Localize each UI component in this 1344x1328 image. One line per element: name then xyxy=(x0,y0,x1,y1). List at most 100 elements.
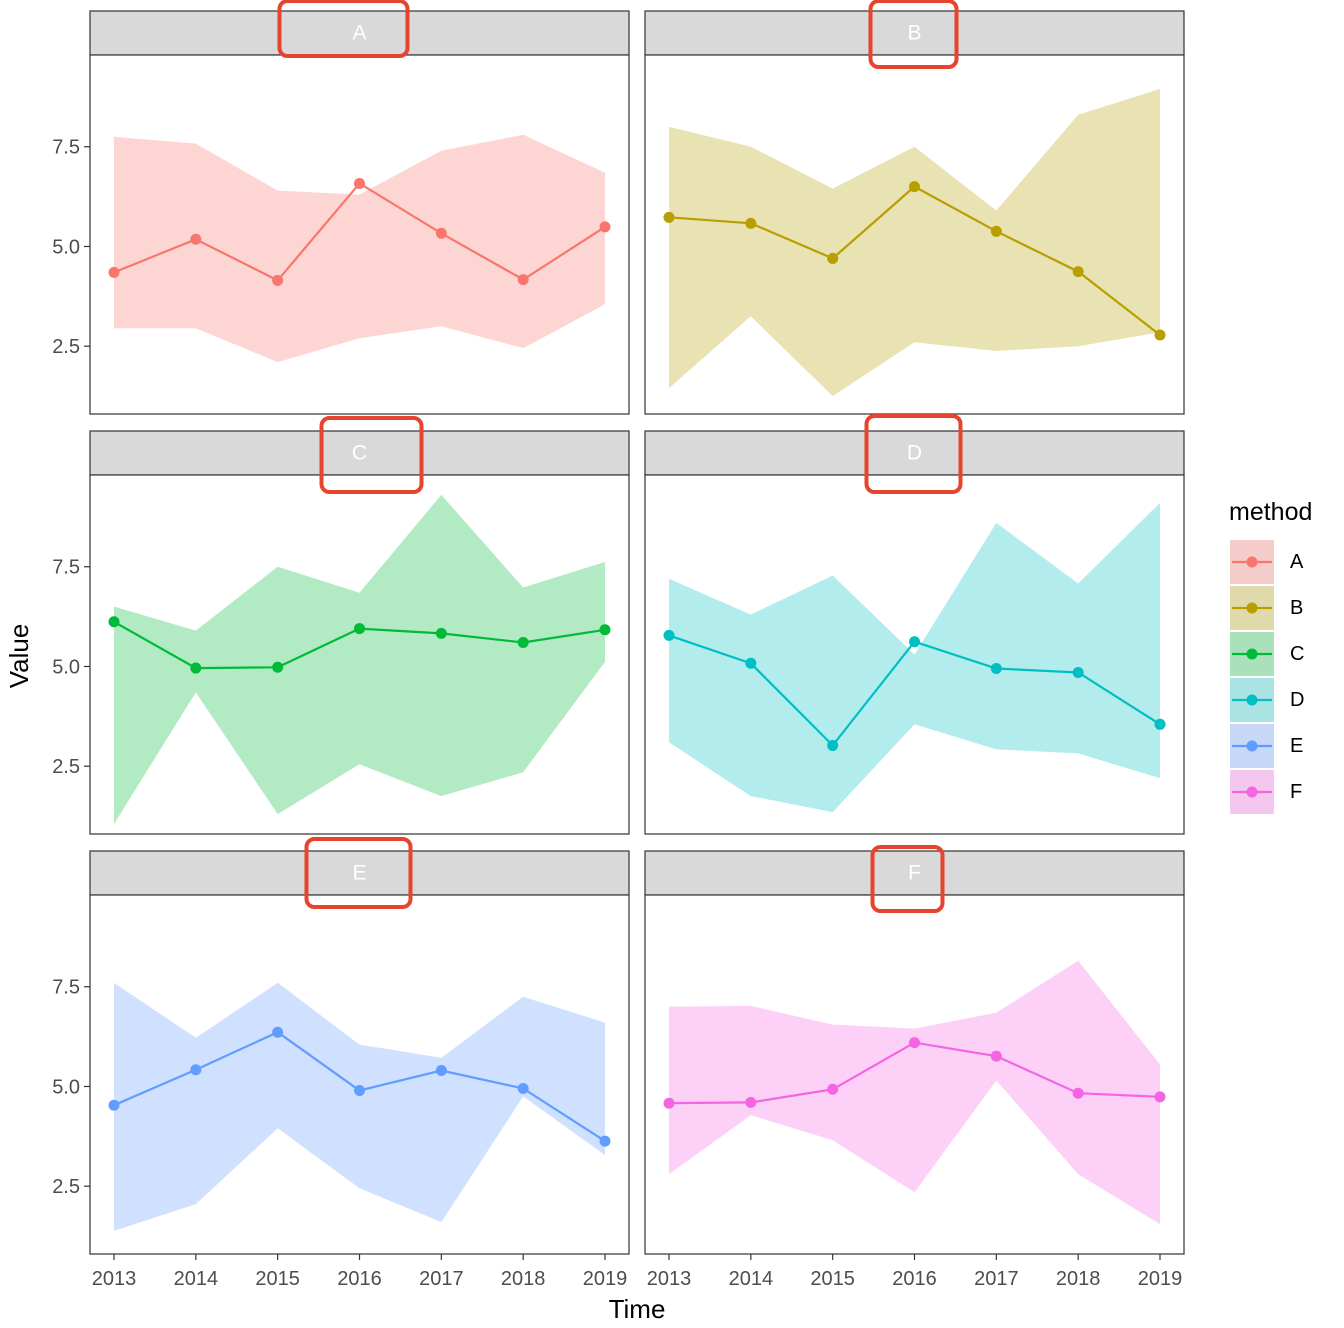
x-tick-label-f-2017: 2017 xyxy=(974,1268,1019,1290)
x-tick-label-e-2018: 2018 xyxy=(501,1268,546,1290)
data-point-e-2018 xyxy=(517,1082,529,1094)
data-point-d-2019 xyxy=(1154,718,1166,730)
data-point-c-2016 xyxy=(354,623,365,635)
data-point-f-2018 xyxy=(1072,1087,1084,1099)
data-point-a-2019 xyxy=(599,221,611,233)
legend-item-f: F xyxy=(1230,770,1302,814)
data-point-e-2013 xyxy=(108,1099,120,1111)
y-tick-label-c-0: 2.5 xyxy=(52,756,80,778)
data-point-d-2015 xyxy=(827,739,839,751)
ribbon-c xyxy=(114,494,605,824)
facet-panel-c: C xyxy=(89,430,630,835)
ribbon-d xyxy=(669,502,1160,813)
y-axis-title: Value xyxy=(4,624,34,689)
x-tick-label-f-2019: 2019 xyxy=(1138,1268,1183,1290)
data-point-c-2014 xyxy=(190,662,202,674)
legend-item-a: A xyxy=(1230,540,1304,584)
ribbon-e xyxy=(114,982,605,1231)
legend-label-e: E xyxy=(1290,735,1303,757)
facet-panel-a: A xyxy=(89,10,630,415)
legend-key-point-e xyxy=(1246,740,1258,752)
x-tick-label-f-2018: 2018 xyxy=(1056,1268,1101,1290)
data-point-c-2013 xyxy=(108,616,120,628)
data-point-b-2016 xyxy=(909,181,920,193)
y-tick-label-a-1: 5.0 xyxy=(52,236,80,258)
facet-plot-area-a xyxy=(89,54,630,415)
y-tick-label-a-2: 7.5 xyxy=(52,137,80,159)
data-point-c-2018 xyxy=(517,637,529,649)
legend-item-d: D xyxy=(1230,678,1304,722)
facet-strip-label-d: D xyxy=(907,442,922,465)
highlight-box-e xyxy=(304,837,413,909)
x-tick-label-e-2019: 2019 xyxy=(583,1268,628,1290)
ribbon-f xyxy=(669,960,1160,1225)
legend-label-d: D xyxy=(1290,689,1304,711)
highlight-box-c xyxy=(319,416,424,494)
legend-key-point-a xyxy=(1246,556,1258,568)
facet-strip-e xyxy=(89,850,630,896)
x-tick-label-f-2014: 2014 xyxy=(729,1268,774,1290)
data-point-f-2014 xyxy=(745,1096,757,1108)
data-point-f-2015 xyxy=(827,1083,839,1095)
x-tick-label-e-2013: 2013 xyxy=(92,1268,137,1290)
data-point-f-2017 xyxy=(990,1050,1002,1062)
highlight-box-a xyxy=(277,0,410,58)
y-tick-label-c-2: 7.5 xyxy=(52,557,80,579)
facet-plot-area-d xyxy=(644,474,1185,835)
facet-strip-label-f: F xyxy=(908,862,921,885)
x-tick-label-e-2016: 2016 xyxy=(337,1268,382,1290)
axes: 2.5 5.0 7.5 2.5 5.0 7.5 2.5 5.0 7.5 2013 2014 2015 2… xyxy=(52,137,1182,1290)
y-tick-label-e-2: 7.5 xyxy=(52,977,80,999)
data-point-a-2016 xyxy=(354,177,365,189)
facet-strip-label-e: E xyxy=(352,862,366,885)
facet-strip-label-b: B xyxy=(907,22,921,45)
strip-highlights xyxy=(277,0,963,913)
y-tick-label-e-1: 5.0 xyxy=(52,1076,80,1098)
facet-strip-label-a: A xyxy=(352,22,366,45)
legend-item-c: C xyxy=(1230,632,1304,676)
data-point-a-2013 xyxy=(108,266,120,278)
data-point-e-2016 xyxy=(354,1084,365,1096)
x-tick-label-f-2015: 2015 xyxy=(810,1268,855,1290)
data-point-a-2018 xyxy=(517,274,529,286)
facet-plot-area-b xyxy=(644,54,1185,415)
facet-panel-e: E xyxy=(89,850,630,1255)
data-point-f-2016 xyxy=(909,1037,920,1049)
x-tick-label-f-2016: 2016 xyxy=(892,1268,937,1290)
data-point-b-2013 xyxy=(663,211,675,223)
x-tick-label-e-2015: 2015 xyxy=(255,1268,300,1290)
y-tick-label-a-0: 2.5 xyxy=(52,336,80,358)
data-point-f-2019 xyxy=(1154,1091,1166,1103)
data-point-b-2017 xyxy=(990,225,1002,237)
data-point-e-2014 xyxy=(190,1064,202,1076)
facet-panel-b: B xyxy=(644,10,1185,415)
legend-item-e: E xyxy=(1230,724,1303,768)
data-point-f-2013 xyxy=(663,1097,675,1109)
facet-strip-b xyxy=(644,10,1185,56)
y-tick-label-c-1: 5.0 xyxy=(52,656,80,678)
data-point-d-2013 xyxy=(663,629,675,641)
legend-title: method xyxy=(1229,498,1312,526)
legend-label-f: F xyxy=(1290,781,1302,803)
highlight-box-b xyxy=(868,0,959,69)
facet-strip-d xyxy=(644,430,1185,476)
data-point-e-2015 xyxy=(272,1026,284,1038)
data-point-d-2014 xyxy=(745,657,757,669)
facet-strip-a xyxy=(89,10,630,56)
facet-strip-c xyxy=(89,430,630,476)
legend-label-b: B xyxy=(1290,597,1303,619)
legend-item-b: B xyxy=(1230,586,1303,630)
facet-plot-area-f xyxy=(644,894,1185,1255)
data-point-b-2019 xyxy=(1154,329,1166,341)
data-point-c-2017 xyxy=(435,627,447,639)
facet-panels: A B C D E F xyxy=(89,10,1185,1255)
data-point-a-2017 xyxy=(435,227,447,239)
legend-key-point-d xyxy=(1246,694,1258,706)
highlight-box-d xyxy=(864,414,963,494)
x-tick-label-e-2017: 2017 xyxy=(419,1268,464,1290)
legend-label-c: C xyxy=(1290,643,1304,665)
x-axis-title: Time xyxy=(609,1294,666,1324)
facet-panel-f: F xyxy=(644,850,1185,1255)
x-tick-label-f-2013: 2013 xyxy=(647,1268,692,1290)
